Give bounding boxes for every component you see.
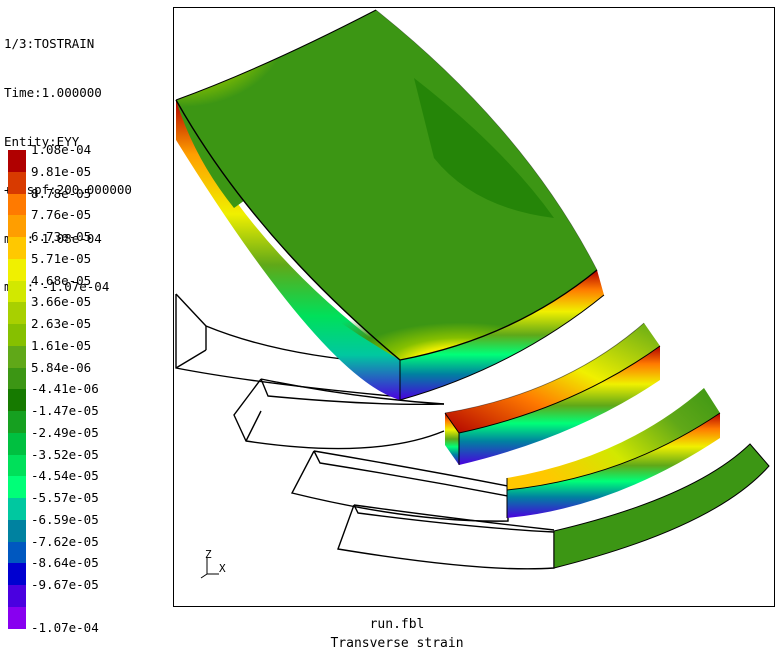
legend-swatch	[8, 498, 26, 520]
z-axis-label: Z	[205, 548, 212, 561]
legend-swatch	[8, 215, 26, 237]
legend-value-label: -6.59e-05	[31, 511, 99, 527]
legend-swatch	[8, 345, 26, 368]
file-name-label: run.fbl	[369, 617, 425, 632]
legend-value-label: -1.07e-04	[31, 620, 99, 636]
model-viewport[interactable]	[173, 7, 775, 607]
legend-swatch	[8, 324, 26, 346]
legend-swatch	[8, 519, 26, 542]
deformed-segment-2	[444, 322, 661, 465]
legend-value-label: -2.49e-05	[31, 424, 99, 440]
legend-value-label: -5.57e-05	[31, 490, 99, 505]
displacement-factor-label: +Dispf:200.000000	[4, 182, 132, 198]
legend-swatch	[8, 585, 26, 607]
legend-swatch	[8, 563, 26, 585]
legend-value-label: 1.61e-05	[31, 337, 92, 353]
plot-caption: Transverse strain	[330, 636, 464, 651]
entity-label: Entity:EYY	[4, 133, 80, 149]
legend-value-label: -4.54e-05	[31, 468, 99, 484]
axis-triad-icon	[200, 558, 219, 579]
legend-value-label: 5.84e-06	[31, 359, 92, 375]
x-axis-label: X	[219, 562, 226, 575]
legend-swatch	[8, 171, 26, 194]
legend-value-label: -4.41e-06	[31, 381, 99, 397]
legend-value-label: -3.52e-05	[31, 446, 99, 462]
legend-value-label: 4.68e-05	[31, 272, 92, 288]
legend-value-label: 5.71e-05	[31, 250, 92, 266]
legend-swatch	[8, 476, 26, 498]
legend-swatch	[8, 367, 26, 390]
coordinate-triad: Z X	[197, 548, 237, 584]
deformed-segment-3	[506, 388, 721, 518]
time-label: Time:1.000000	[4, 85, 102, 100]
legend-swatch	[8, 237, 26, 259]
legend-swatch	[8, 258, 26, 281]
state-label: 1/3:TOSTRAIN	[4, 36, 95, 52]
legend-value-label: 8.78e-05	[31, 185, 92, 201]
legend-swatch	[8, 193, 26, 216]
legend-swatch	[8, 606, 26, 629]
legend-value-label: 9.81e-05	[31, 163, 92, 179]
legend-swatch	[8, 454, 26, 477]
legend-value-label: -1.47e-05	[31, 403, 99, 418]
legend-swatch	[8, 302, 26, 324]
legend-value-label: -9.67e-05	[31, 577, 99, 592]
legend-value-label: -8.64e-05	[31, 555, 99, 571]
legend-swatch	[8, 411, 26, 433]
legend-swatch	[8, 150, 26, 172]
deformed-segment-4	[553, 443, 770, 569]
fringe-plot-svg	[175, 9, 770, 570]
legend-swatch	[8, 389, 26, 411]
legend-swatch	[8, 432, 26, 455]
legend-value-label: 3.66e-05	[31, 294, 92, 310]
legend-value-label: 2.63e-05	[31, 316, 92, 331]
legend-swatch	[8, 280, 26, 303]
legend-value-label: 1.08e-04	[31, 142, 92, 157]
deformed-segment-1	[175, 9, 605, 401]
legend-swatch	[8, 541, 26, 564]
legend-value-label: 7.76e-05	[31, 207, 92, 223]
legend-value-label: -7.62e-05	[31, 533, 99, 549]
legend-value-label: 6.73e-05	[31, 229, 92, 244]
